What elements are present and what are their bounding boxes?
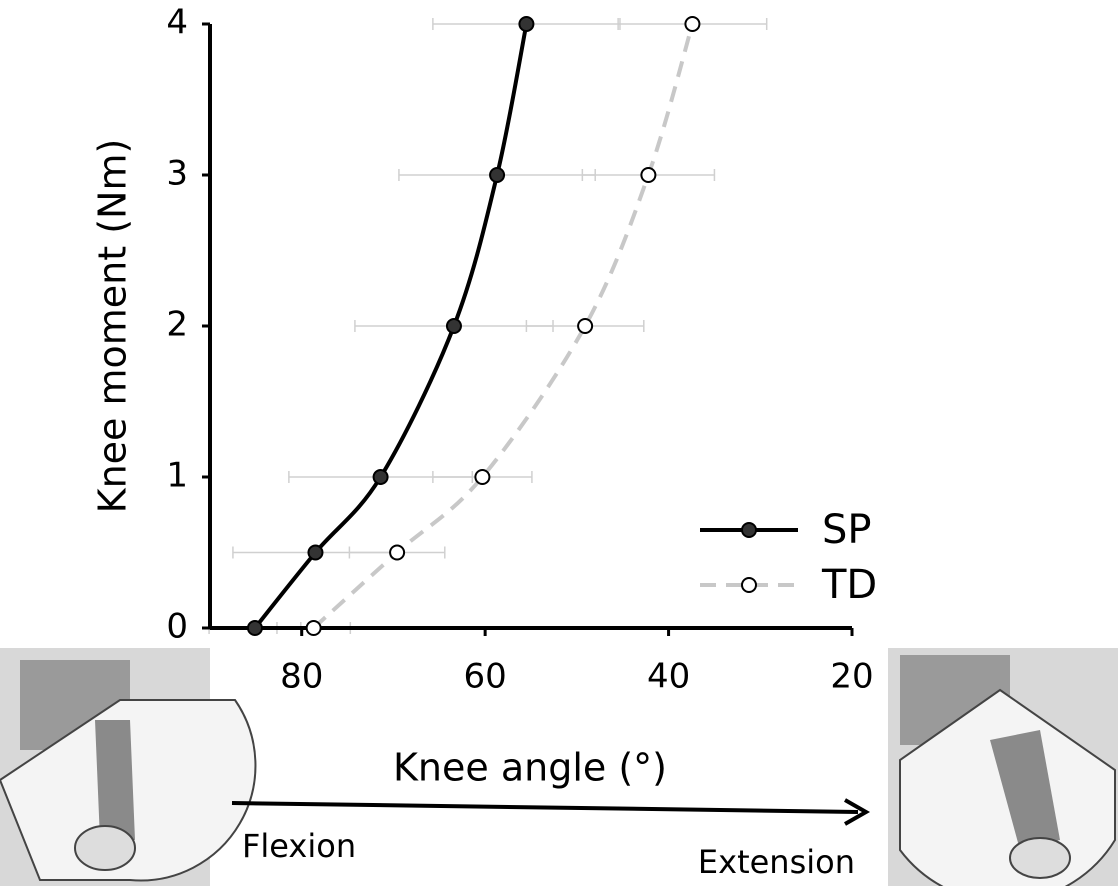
data-point [518, 16, 535, 32]
data-point [246, 620, 263, 636]
right-photo [888, 648, 1118, 886]
y-tick-label: 2 [166, 305, 188, 345]
arrow-head [844, 798, 871, 826]
data-point [305, 620, 322, 636]
legend-label: TD [821, 562, 877, 608]
data-point [474, 469, 491, 485]
data-point [445, 318, 462, 334]
data-point [389, 544, 406, 561]
legend-label: SP [822, 507, 872, 553]
x-tick-label: 80 [280, 657, 323, 697]
x-tick-label: 20 [830, 657, 873, 697]
data-point [372, 469, 389, 485]
data-point [489, 167, 506, 183]
x-axis-label: Knee angle (°) [393, 746, 667, 790]
y-axis-label: Knee moment (Nm) [91, 139, 135, 514]
data-point [684, 16, 701, 32]
extension-label: Extension [698, 843, 855, 881]
y-tick-label: 0 [166, 607, 188, 647]
x-tick-label: 40 [647, 657, 690, 697]
flexion-label: Flexion [242, 827, 356, 865]
left-photo [0, 648, 257, 886]
data-point [640, 167, 657, 183]
data-point [577, 318, 594, 334]
y-tick-label: 1 [166, 456, 188, 496]
direction-arrow [231, 801, 859, 814]
data-point [307, 544, 324, 561]
x-tick-label: 60 [464, 657, 507, 697]
legend-marker [741, 577, 757, 593]
y-tick-label: 3 [166, 154, 188, 194]
y-tick-label: 4 [166, 3, 188, 43]
legend-marker [741, 522, 757, 538]
